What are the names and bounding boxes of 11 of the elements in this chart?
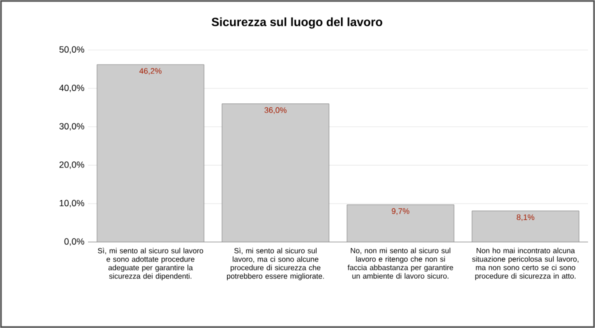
bar [96,64,204,242]
y-tick-label: 0,0% [64,238,84,246]
bar [472,210,580,242]
y-tick-label: 20,0% [60,161,84,169]
y-tick-label: 30,0% [59,123,84,130]
y-tick-label: 40,0% [59,84,84,92]
bar [222,104,330,242]
y-tick-label: 50,0% [59,46,84,54]
chart-title: Sicurezza sul luogo del lavoro [212,17,382,29]
bar [346,204,454,242]
y-tick-label: 10,0% [60,200,84,208]
